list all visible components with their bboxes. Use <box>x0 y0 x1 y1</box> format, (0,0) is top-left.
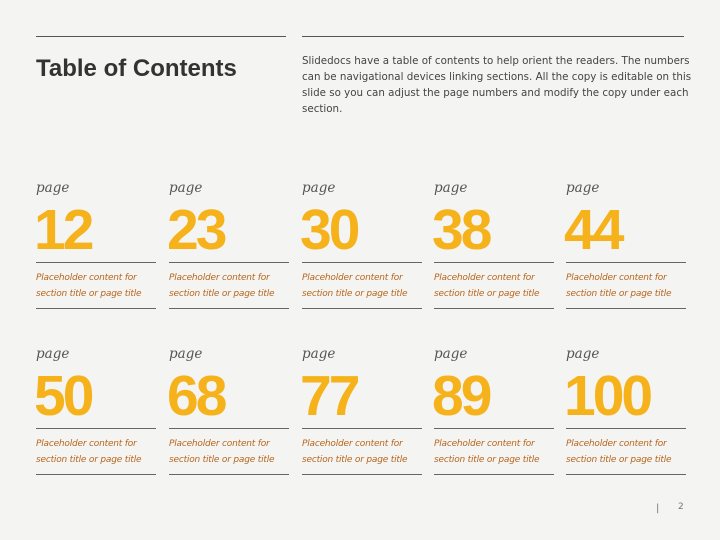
divider <box>434 262 554 263</box>
divider <box>36 308 156 309</box>
section-description: Placeholder content for section title or… <box>169 439 275 465</box>
section-description: Placeholder content for section title or… <box>169 273 275 299</box>
divider <box>36 428 156 429</box>
page-number: 89 <box>432 364 492 428</box>
page-title: Table of Contents <box>36 55 237 82</box>
intro-text: Slidedocs have a table of contents to he… <box>302 55 692 115</box>
divider <box>434 428 554 429</box>
section-description: Placeholder content for section title or… <box>566 273 672 299</box>
section-description: Placeholder content for section title or… <box>302 439 408 465</box>
section-description: Placeholder content for section title or… <box>302 273 408 299</box>
page-label: page <box>169 346 203 362</box>
divider <box>566 428 686 429</box>
page-label: page <box>36 180 70 196</box>
divider <box>302 308 422 309</box>
divider <box>302 474 422 475</box>
divider <box>36 474 156 475</box>
page-number: 30 <box>300 198 360 262</box>
page-label: page <box>434 346 468 362</box>
divider <box>434 474 554 475</box>
page-label: page <box>566 346 600 362</box>
section-description: Placeholder content for section title or… <box>434 273 540 299</box>
divider <box>434 308 554 309</box>
divider <box>302 428 422 429</box>
divider <box>302 262 422 263</box>
page-label: page <box>302 346 336 362</box>
divider <box>566 308 686 309</box>
page-label: page <box>169 180 203 196</box>
page-label: page <box>36 346 70 362</box>
page-label: page <box>566 180 600 196</box>
divider <box>36 262 156 263</box>
divider <box>169 474 289 475</box>
page-number: 44 <box>564 198 624 262</box>
section-description: Placeholder content for section title or… <box>566 439 672 465</box>
page-number: 77 <box>300 364 360 428</box>
page-number: 38 <box>432 198 492 262</box>
divider <box>566 262 686 263</box>
page-number: 100 <box>564 364 653 428</box>
section-description: Placeholder content for section title or… <box>36 439 142 465</box>
divider <box>169 428 289 429</box>
header-rule-right <box>302 36 684 37</box>
divider <box>566 474 686 475</box>
page-label: page <box>302 180 336 196</box>
header-rule-left <box>36 36 286 37</box>
page-number: 68 <box>167 364 227 428</box>
footer-separator: | <box>656 503 660 514</box>
page-number: 50 <box>34 364 94 428</box>
slide-number: 2 <box>678 502 684 512</box>
divider <box>169 308 289 309</box>
divider <box>169 262 289 263</box>
section-description: Placeholder content for section title or… <box>36 273 142 299</box>
page-number: 12 <box>34 198 94 262</box>
section-description: Placeholder content for section title or… <box>434 439 540 465</box>
page-number: 23 <box>167 198 227 262</box>
page-label: page <box>434 180 468 196</box>
